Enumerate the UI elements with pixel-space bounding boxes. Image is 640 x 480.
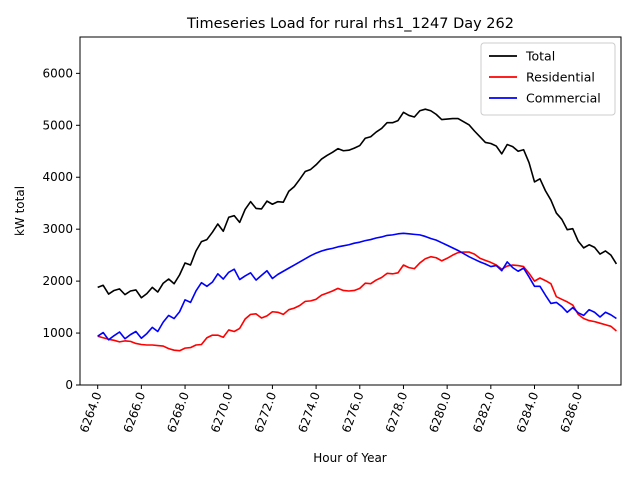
- legend-label-commercial: Commercial: [526, 91, 601, 106]
- y-tick-label: 4000: [42, 170, 73, 184]
- axes-frame: [79, 36, 622, 386]
- y-tick-label: 2000: [42, 274, 73, 288]
- y-axis-label: kW total: [13, 186, 27, 236]
- x-axis-label: Hour of Year: [313, 451, 387, 465]
- y-tick-label: 1000: [42, 326, 73, 340]
- series-line-commercial: [97, 232, 617, 341]
- series-line-total: [97, 108, 618, 299]
- chart-title: Timeseries Load for rural rhs1_1247 Day …: [186, 16, 514, 32]
- y-tick-label: 5000: [42, 118, 73, 132]
- legend-label-total: Total: [525, 49, 555, 64]
- y-tick-label: 0: [65, 378, 73, 392]
- y-tick-label: 6000: [42, 66, 73, 80]
- series-line-residential: [97, 251, 617, 352]
- legend-label-residential: Residential: [526, 70, 595, 85]
- y-tick-label: 3000: [42, 222, 73, 236]
- legend: Total Residential Commercial: [480, 42, 616, 116]
- legend-box: [480, 42, 616, 116]
